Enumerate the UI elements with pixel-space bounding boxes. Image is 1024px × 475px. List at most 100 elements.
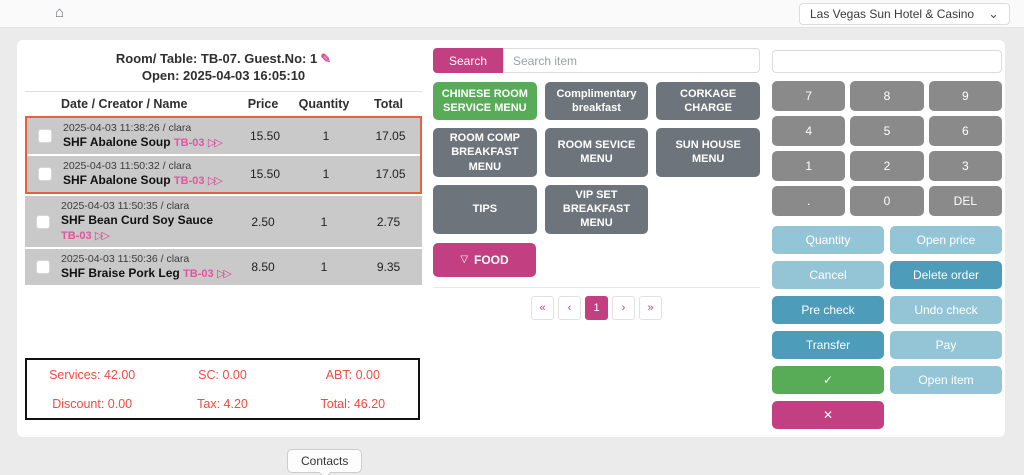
row-checkbox[interactable] <box>38 167 52 181</box>
pagination-next[interactable]: › <box>612 295 635 320</box>
row-checkbox[interactable] <box>38 129 52 143</box>
open-item-button[interactable]: Open item <box>890 366 1002 394</box>
col-total: Total <box>374 97 403 111</box>
table-row[interactable]: 2025-04-03 11:50:36 / clara SHF Braise P… <box>25 249 422 285</box>
pagination-prev[interactable]: ‹ <box>558 295 581 320</box>
row-datetime: 2025-04-03 11:50:32 / clara <box>63 160 192 172</box>
col-quantity: Quantity <box>298 97 350 111</box>
key-9[interactable]: 9 <box>928 81 1002 111</box>
pagination-last[interactable]: » <box>639 295 662 320</box>
contacts-button[interactable]: Contacts <box>287 449 363 473</box>
row-price: 15.50 <box>249 167 281 181</box>
menu-room-comp-breakfast[interactable]: ROOM COMP BREAKFAST MENU <box>433 128 537 177</box>
key-dot[interactable]: . <box>772 186 846 216</box>
menu-panel: Search CHINESE ROOM SERVICE MENU Complim… <box>433 48 760 320</box>
col-price: Price <box>247 97 279 111</box>
pagination-first[interactable]: « <box>531 295 554 320</box>
delete-order-button[interactable]: Delete order <box>890 261 1002 289</box>
table-row[interactable]: 2025-04-03 11:50:32 / clara SHF Abalone … <box>27 156 420 192</box>
summary-abt: ABT: 0.00 <box>325 367 380 382</box>
contacts-label: Contacts <box>301 454 349 468</box>
row-price: 2.50 <box>251 214 275 229</box>
row-total: 17.05 <box>375 167 406 181</box>
open-time: Open: 2025-04-03 16:05:10 <box>141 68 306 83</box>
row-quantity: 1 <box>320 214 328 229</box>
property-selector[interactable]: Las Vegas Sun Hotel & Casino ⌄ <box>798 3 1010 25</box>
row-price: 8.50 <box>251 260 275 274</box>
key-1[interactable]: 1 <box>772 151 846 181</box>
undo-check-button[interactable]: Undo check <box>890 296 1002 324</box>
key-0[interactable]: 0 <box>850 186 924 216</box>
key-8[interactable]: 8 <box>850 81 924 111</box>
key-2[interactable]: 2 <box>850 151 924 181</box>
action-buttons: Quantity Open price Cancel Delete order … <box>772 226 1002 429</box>
search-input[interactable] <box>503 48 760 73</box>
row-checkbox[interactable] <box>36 214 50 229</box>
row-total: 2.75 <box>376 214 401 229</box>
keypad-panel: 7 8 9 4 5 6 1 2 3 . 0 DEL Quantity Open … <box>772 50 1002 429</box>
food-label: FOOD <box>474 252 509 267</box>
close-button[interactable]: ✕ <box>772 401 884 429</box>
open-price-button[interactable]: Open price <box>890 226 1002 254</box>
col-date-creator-name: Date / Creator / Name <box>61 97 188 111</box>
triangle-down-icon: ▽ <box>460 254 469 266</box>
item-name: SHF Abalone Soup <box>63 173 171 187</box>
menu-complimentary-breakfast[interactable]: Complimentary breakfast <box>544 82 649 120</box>
food-dropdown-button[interactable]: ▽ FOOD <box>433 242 536 277</box>
row-datetime: 2025-04-03 11:38:26 / clara <box>63 122 192 134</box>
forward-icon: ▷▷ <box>207 137 223 149</box>
pagination-page-1[interactable]: 1 <box>585 295 608 320</box>
menu-sun-house[interactable]: SUN HOUSE MENU <box>656 128 760 177</box>
order-panel: Room/ Table: TB-07. Guest.No: 1 ✎ Open: 2… <box>25 46 422 287</box>
row-price: 15.50 <box>249 129 281 143</box>
key-7[interactable]: 7 <box>772 81 846 111</box>
top-bar: ⌂ Las Vegas Sun Hotel & Casino ⌄ <box>0 0 1024 28</box>
menu-chinese-room-service[interactable]: CHINESE ROOM SERVICE MENU <box>433 82 537 120</box>
row-quantity: 1 <box>322 167 330 181</box>
menu-tips[interactable]: TIPS <box>433 184 537 234</box>
chevron-down-icon: ⌄ <box>988 6 999 21</box>
property-selector-value: Las Vegas Sun Hotel & Casino <box>809 7 975 21</box>
row-checkbox[interactable] <box>36 260 50 274</box>
key-del[interactable]: DEL <box>928 186 1002 216</box>
key-5[interactable]: 5 <box>850 116 924 146</box>
summary-discount: Discount: 0.00 <box>52 396 133 411</box>
row-total: 9.35 <box>376 260 401 274</box>
pay-button[interactable]: Pay <box>890 331 1002 359</box>
row-datetime: 2025-04-03 11:50:36 / clara <box>61 253 190 265</box>
table-guest-info: Room/ Table: TB-07. Guest.No: 1 <box>115 51 318 66</box>
cancel-button[interactable]: Cancel <box>772 261 884 289</box>
search-button[interactable]: Search <box>433 48 503 73</box>
key-3[interactable]: 3 <box>928 151 1002 181</box>
row-total: 17.05 <box>375 129 406 143</box>
keypad-input[interactable] <box>772 50 1002 73</box>
order-table-header: Date / Creator / Name Price Quantity Tot… <box>25 92 422 116</box>
item-name: SHF Abalone Soup <box>63 135 171 149</box>
menu-corkage-charge[interactable]: CORKAGE CHARGE <box>656 82 760 120</box>
menu-room-service[interactable]: ROOM SEVICE MENU <box>544 128 649 177</box>
order-header: Room/ Table: TB-07. Guest.No: 1 ✎ Open: 2… <box>25 46 422 92</box>
table-tag: TB-03 <box>173 137 205 149</box>
table-tag: TB-03 <box>183 268 214 280</box>
home-icon[interactable]: ⌂ <box>55 4 65 21</box>
table-row[interactable]: 2025-04-03 11:38:26 / clara SHF Abalone … <box>27 118 420 154</box>
forward-icon: ▷▷ <box>94 230 110 242</box>
table-row[interactable]: 2025-04-03 11:50:35 / clara SHF Bean Cur… <box>25 196 422 247</box>
table-tag: TB-03 <box>61 230 92 242</box>
row-datetime: 2025-04-03 11:50:35 / clara <box>61 200 190 212</box>
key-6[interactable]: 6 <box>928 116 1002 146</box>
pagination: « ‹ 1 › » <box>433 295 760 320</box>
summary-total: Total: 46.20 <box>320 396 386 411</box>
menu-vip-set-breakfast[interactable]: VIP SET BREAKFAST MENU <box>544 184 649 234</box>
pre-check-button[interactable]: Pre check <box>772 296 884 324</box>
item-name: SHF Bean Curd Soy Sauce <box>61 213 214 227</box>
table-tag: TB-03 <box>173 175 205 187</box>
confirm-button[interactable]: ✓ <box>772 366 884 394</box>
key-4[interactable]: 4 <box>772 116 846 146</box>
edit-icon[interactable]: ✎ <box>320 51 332 66</box>
transfer-button[interactable]: Transfer <box>772 331 884 359</box>
forward-icon: ▷▷ <box>207 175 223 187</box>
quantity-button[interactable]: Quantity <box>772 226 884 254</box>
row-quantity: 1 <box>322 129 330 143</box>
selected-rows-group: 2025-04-03 11:38:26 / clara SHF Abalone … <box>25 116 422 194</box>
